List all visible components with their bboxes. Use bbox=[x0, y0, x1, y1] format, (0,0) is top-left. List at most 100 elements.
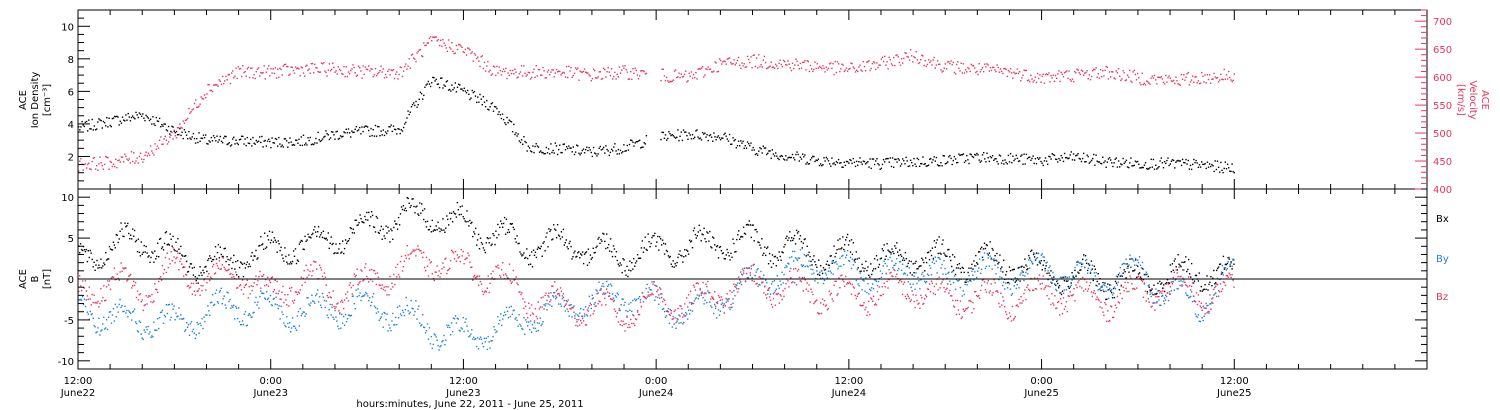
data-point bbox=[1185, 76, 1187, 79]
data-point bbox=[120, 262, 122, 264]
data-point bbox=[1169, 77, 1171, 79]
data-point bbox=[878, 64, 880, 66]
data-point bbox=[871, 287, 873, 289]
data-point bbox=[943, 67, 945, 69]
data-point bbox=[460, 45, 462, 47]
data-point bbox=[876, 259, 879, 261]
data-point bbox=[375, 74, 378, 77]
data-point bbox=[669, 308, 671, 311]
data-point bbox=[313, 143, 315, 146]
data-point bbox=[1052, 153, 1055, 156]
data-point bbox=[309, 236, 311, 238]
data-point bbox=[976, 152, 978, 155]
data-point bbox=[1165, 74, 1167, 77]
data-point bbox=[1085, 262, 1088, 264]
data-point bbox=[411, 307, 413, 309]
data-point bbox=[832, 273, 834, 275]
data-point bbox=[965, 279, 967, 281]
data-point bbox=[136, 250, 139, 253]
data-point bbox=[323, 299, 326, 302]
data-point bbox=[919, 265, 921, 267]
data-point bbox=[91, 313, 93, 315]
data-point bbox=[562, 228, 565, 231]
data-point bbox=[628, 78, 631, 80]
data-point bbox=[816, 266, 818, 268]
data-point bbox=[241, 263, 244, 265]
data-point bbox=[341, 299, 343, 301]
data-point bbox=[1149, 83, 1151, 85]
data-point bbox=[306, 276, 308, 279]
data-point bbox=[811, 273, 813, 275]
data-point bbox=[236, 77, 238, 80]
data-point bbox=[667, 80, 669, 82]
data-point bbox=[820, 66, 822, 69]
data-point bbox=[83, 298, 86, 300]
data-point bbox=[652, 235, 654, 237]
data-point bbox=[623, 304, 625, 306]
data-point bbox=[424, 221, 427, 223]
data-point bbox=[600, 289, 602, 291]
data-point bbox=[909, 272, 911, 274]
data-point bbox=[365, 291, 367, 294]
data-point bbox=[438, 349, 440, 351]
data-point bbox=[819, 271, 821, 273]
data-point bbox=[443, 42, 445, 44]
data-point bbox=[357, 224, 359, 226]
data-point bbox=[483, 291, 486, 293]
data-point bbox=[1124, 263, 1126, 265]
data-point bbox=[1022, 74, 1024, 76]
data-point bbox=[102, 265, 104, 267]
data-point bbox=[466, 257, 468, 259]
data-point bbox=[823, 269, 826, 271]
data-point bbox=[962, 153, 965, 155]
data-point bbox=[498, 66, 500, 68]
data-point bbox=[560, 290, 563, 293]
data-point bbox=[365, 125, 368, 127]
data-point bbox=[367, 219, 369, 221]
data-point bbox=[550, 71, 552, 73]
data-point bbox=[1188, 84, 1191, 86]
data-point bbox=[1065, 157, 1067, 159]
data-point bbox=[850, 239, 853, 241]
data-point bbox=[243, 143, 245, 145]
data-point bbox=[997, 163, 999, 165]
data-point bbox=[438, 86, 441, 89]
data-point bbox=[648, 241, 650, 243]
data-point bbox=[975, 254, 977, 257]
data-point bbox=[1226, 262, 1228, 265]
data-point bbox=[856, 258, 858, 260]
data-point bbox=[549, 304, 551, 306]
data-point bbox=[564, 304, 566, 306]
data-point bbox=[1004, 67, 1006, 70]
data-point bbox=[177, 315, 179, 317]
data-point bbox=[440, 39, 442, 41]
data-point bbox=[1175, 266, 1177, 268]
data-point bbox=[859, 272, 861, 274]
data-point bbox=[487, 60, 489, 63]
data-point bbox=[1140, 167, 1142, 169]
data-point bbox=[300, 314, 302, 317]
data-point bbox=[573, 305, 575, 307]
data-point bbox=[911, 55, 913, 57]
data-point bbox=[427, 229, 430, 231]
data-point bbox=[554, 281, 556, 283]
data-point bbox=[582, 70, 585, 73]
data-point bbox=[782, 251, 784, 254]
data-point bbox=[496, 237, 498, 239]
data-point bbox=[182, 120, 184, 122]
data-point bbox=[943, 155, 945, 157]
data-point bbox=[273, 72, 275, 75]
data-point bbox=[1066, 276, 1068, 279]
data-point bbox=[512, 226, 514, 229]
data-point bbox=[79, 275, 81, 277]
data-point bbox=[1164, 299, 1167, 301]
data-point bbox=[1002, 271, 1004, 273]
data-point bbox=[1086, 154, 1088, 156]
data-point bbox=[534, 308, 537, 310]
data-point bbox=[306, 239, 308, 241]
data-point bbox=[153, 261, 155, 263]
data-point bbox=[182, 255, 184, 257]
data-point bbox=[853, 259, 856, 261]
data-point bbox=[217, 302, 220, 304]
data-point bbox=[854, 258, 856, 260]
